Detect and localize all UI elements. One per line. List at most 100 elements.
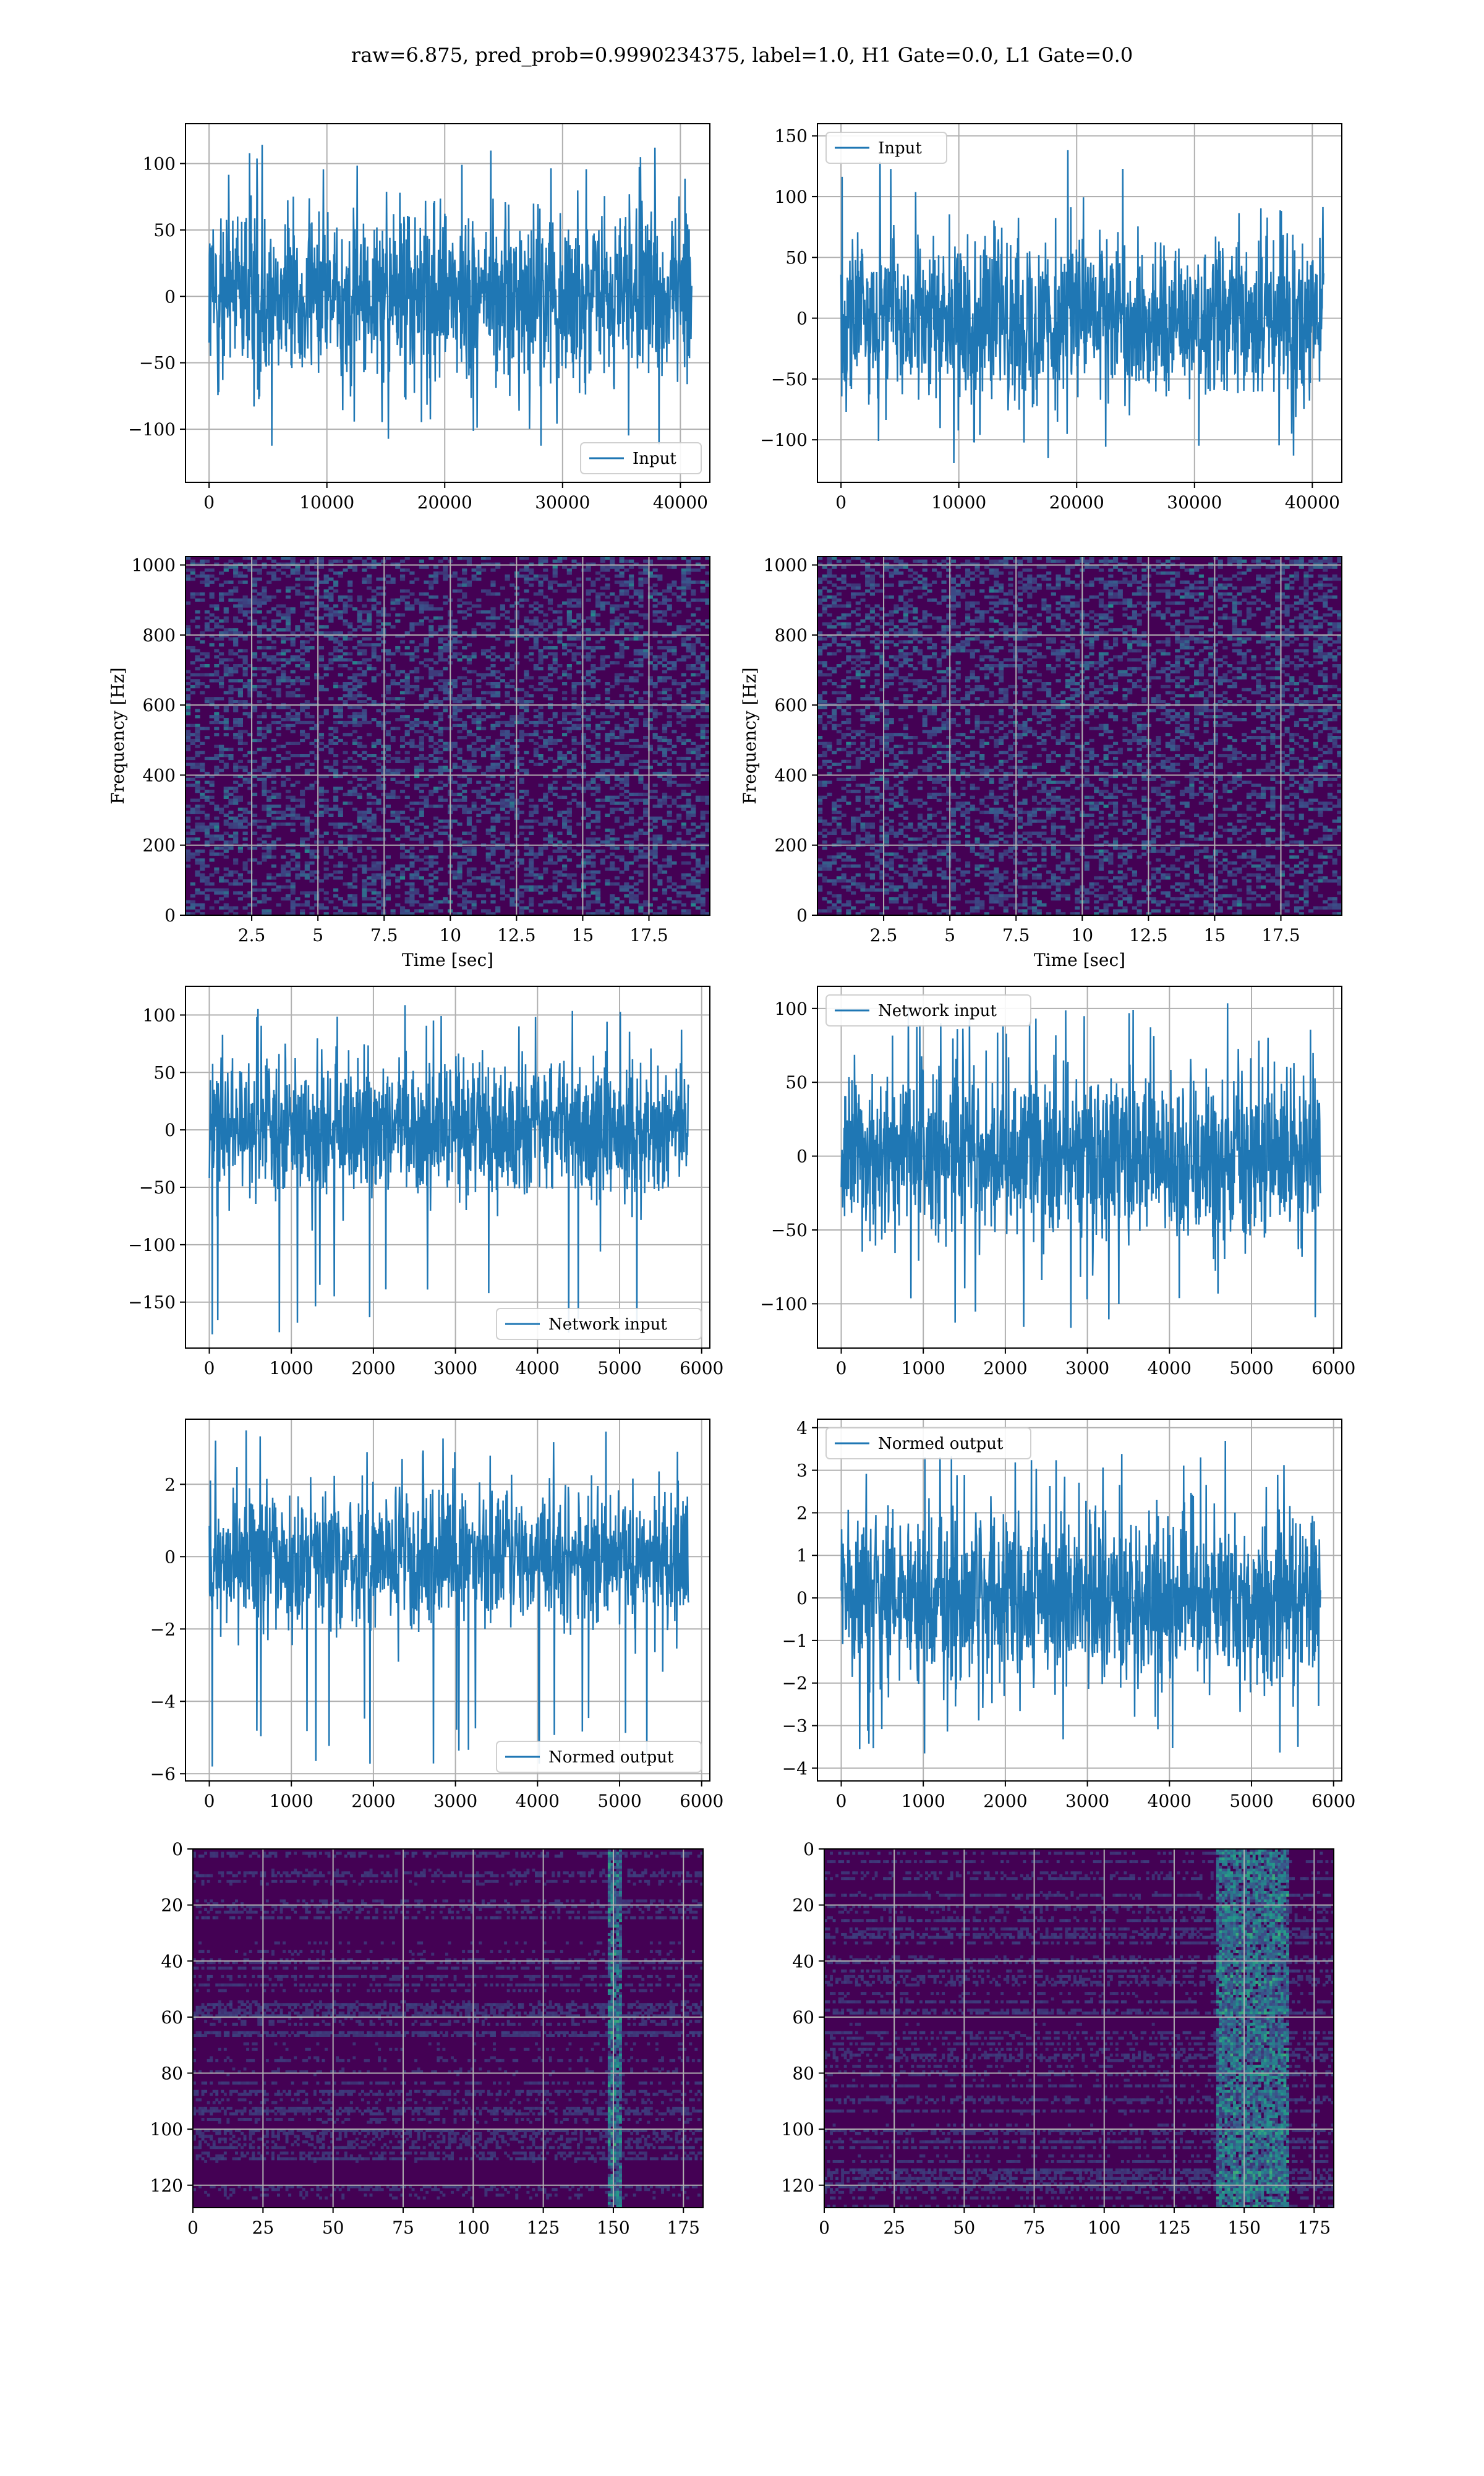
l1-normed-output-ytick-label: −3	[782, 1716, 808, 1736]
l1-input-ytick-label: −50	[771, 369, 808, 390]
l1-input-xtick-label: 0	[835, 492, 846, 513]
h1-spectrogram-xlabel: Time [sec]	[402, 950, 493, 970]
h1-spectrogram-heatmap	[186, 557, 710, 916]
h1-feature-map-ytick-label: 80	[161, 2064, 183, 2084]
l1-network-input-series-line	[842, 1003, 1321, 1328]
h1-normed-output-xtick-label: 1000	[270, 1791, 313, 1811]
l1-normed-output-ytick-label: 3	[796, 1461, 808, 1481]
h1-normed-output-ytick-label: −6	[150, 1764, 176, 1784]
h1-network-input-series-line	[210, 1005, 689, 1334]
h1-spectrogram-xtick-label: 5	[312, 925, 323, 946]
l1-normed-output-xtick-label: 1000	[902, 1791, 945, 1811]
h1-normed-output-ytick-label: −2	[150, 1619, 176, 1639]
l1-feature-map-ytick-label: 60	[792, 2007, 814, 2028]
h1-input-xtick-label: 40000	[653, 492, 708, 513]
h1-spectrogram-ylabel: Frequency [Hz]	[108, 667, 128, 804]
l1-spectrogram-xtick-label: 10	[1071, 925, 1093, 946]
h1-network-input-ytick-label: −150	[128, 1292, 176, 1313]
h1-normed-output-ytick-label: 2	[164, 1474, 176, 1495]
l1-feature-map-ytick-label: 100	[782, 2119, 814, 2140]
l1-network-input-ytick-label: −50	[771, 1220, 808, 1240]
h1-normed-output-legend: Normed output	[497, 1741, 701, 1772]
l1-feature-map-xtick-label: 0	[819, 2218, 830, 2238]
l1-normed-output-ytick-label: −4	[782, 1758, 808, 1778]
l1-input-ytick-label: 150	[775, 126, 808, 147]
h1-network-input-ytick-label: −50	[139, 1177, 176, 1198]
l1-network-input-legend: Network input	[826, 995, 1031, 1026]
l1-spectrogram-heatmap	[817, 557, 1342, 916]
h1-feature-map-ytick-label: 0	[172, 1839, 183, 1859]
l1-spectrogram-xtick-label: 17.5	[1261, 925, 1300, 946]
l1-normed-output-ytick-label: 1	[796, 1545, 808, 1566]
h1-spectrogram-ytick-label: 400	[143, 765, 176, 785]
l1-normed-output-ytick-label: 4	[796, 1418, 808, 1438]
h1-normed-output-xtick-label: 0	[204, 1791, 215, 1811]
h1-feature-map-ytick-label: 60	[161, 2007, 183, 2028]
l1-input-ytick-label: 100	[775, 187, 808, 207]
l1-feature-map-xtick-label: 75	[1023, 2218, 1046, 2238]
l1-feature-map-ytick-label: 80	[792, 2064, 814, 2084]
l1-network-input-ytick-label: −100	[760, 1294, 808, 1314]
h1-feature-map-xtick-label: 25	[252, 2218, 275, 2238]
h1-normed-output-ytick-label: 0	[164, 1547, 176, 1567]
l1-normed-output-xtick-label: 5000	[1229, 1791, 1273, 1811]
h1-input-ytick-label: 100	[143, 153, 176, 174]
l1-spectrogram-xtick-label: 15	[1204, 925, 1226, 946]
l1-normed-output-xtick-label: 6000	[1311, 1791, 1355, 1811]
l1-normed-output-legend-label: Normed output	[878, 1435, 1004, 1453]
l1-feature-map-xtick-label: 125	[1158, 2218, 1190, 2238]
l1-feature-map-xtick-label: 100	[1088, 2218, 1120, 2238]
l1-input-xtick-label: 30000	[1167, 492, 1222, 513]
h1-feature-map-xtick-label: 50	[322, 2218, 344, 2238]
h1-feature-map-ytick-label: 20	[161, 1895, 183, 1916]
h1-normed-output-legend-label: Normed output	[548, 1748, 674, 1767]
h1-network-input-legend-label: Network input	[548, 1315, 667, 1334]
l1-spectrogram-xtick-label: 2.5	[870, 925, 898, 946]
h1-network-input-legend: Network input	[497, 1308, 701, 1339]
l1-input-ytick-label: −100	[760, 430, 808, 450]
l1-feature-map-xtick-label: 50	[953, 2218, 976, 2238]
l1-normed-output-ytick-label: −2	[782, 1673, 808, 1694]
h1-feature-map-xtick-label: 150	[597, 2218, 629, 2238]
h1-input-xtick-label: 10000	[299, 492, 354, 513]
l1-network-input-xtick-label: 2000	[983, 1358, 1027, 1378]
h1-normed-output-xtick-label: 3000	[433, 1791, 477, 1811]
l1-spectrogram-ytick-label: 1000	[764, 555, 808, 576]
h1-input-xtick-label: 0	[203, 492, 215, 513]
h1-spectrogram-xtick-label: 17.5	[629, 925, 668, 946]
h1-network-input-ytick-label: 0	[164, 1120, 176, 1140]
l1-network-input-xtick-label: 1000	[902, 1358, 945, 1378]
l1-spectrogram-ytick-label: 600	[775, 695, 808, 715]
h1-input-ytick-label: 50	[153, 220, 176, 241]
h1-network-input-xtick-label: 2000	[351, 1358, 395, 1378]
h1-input-series-line	[209, 145, 692, 446]
l1-normed-output-ytick-label: 2	[796, 1503, 808, 1523]
l1-input-ytick-label: 50	[785, 247, 808, 268]
h1-network-input-ytick-label: −100	[128, 1235, 176, 1255]
l1-network-input-xtick-label: 0	[836, 1358, 847, 1378]
h1-network-input-ytick-label: 50	[153, 1062, 176, 1083]
h1-input-ytick-label: −50	[139, 353, 176, 374]
l1-network-input-legend-label: Network input	[878, 1002, 997, 1020]
l1-spectrogram-xlabel: Time [sec]	[1034, 950, 1125, 970]
h1-network-input-xtick-label: 3000	[433, 1358, 477, 1378]
h1-input-xtick-label: 20000	[417, 492, 472, 513]
l1-feature-map-ytick-label: 40	[792, 1951, 814, 1971]
h1-normed-output-xtick-label: 5000	[597, 1791, 641, 1811]
l1-input-legend-label: Input	[878, 139, 922, 158]
l1-network-input-xtick-label: 6000	[1311, 1358, 1355, 1378]
l1-spectrogram-ytick-label: 200	[775, 835, 808, 856]
h1-spectrogram-xtick-label: 2.5	[238, 925, 266, 946]
h1-input-ytick-label: −100	[128, 419, 176, 440]
l1-spectrogram-ytick-label: 800	[775, 625, 808, 646]
h1-network-input-xtick-label: 4000	[516, 1358, 560, 1378]
h1-spectrogram-xtick-label: 15	[572, 925, 594, 946]
h1-feature-map-heatmap	[193, 1849, 703, 2208]
h1-normed-output-xtick-label: 6000	[680, 1791, 723, 1811]
